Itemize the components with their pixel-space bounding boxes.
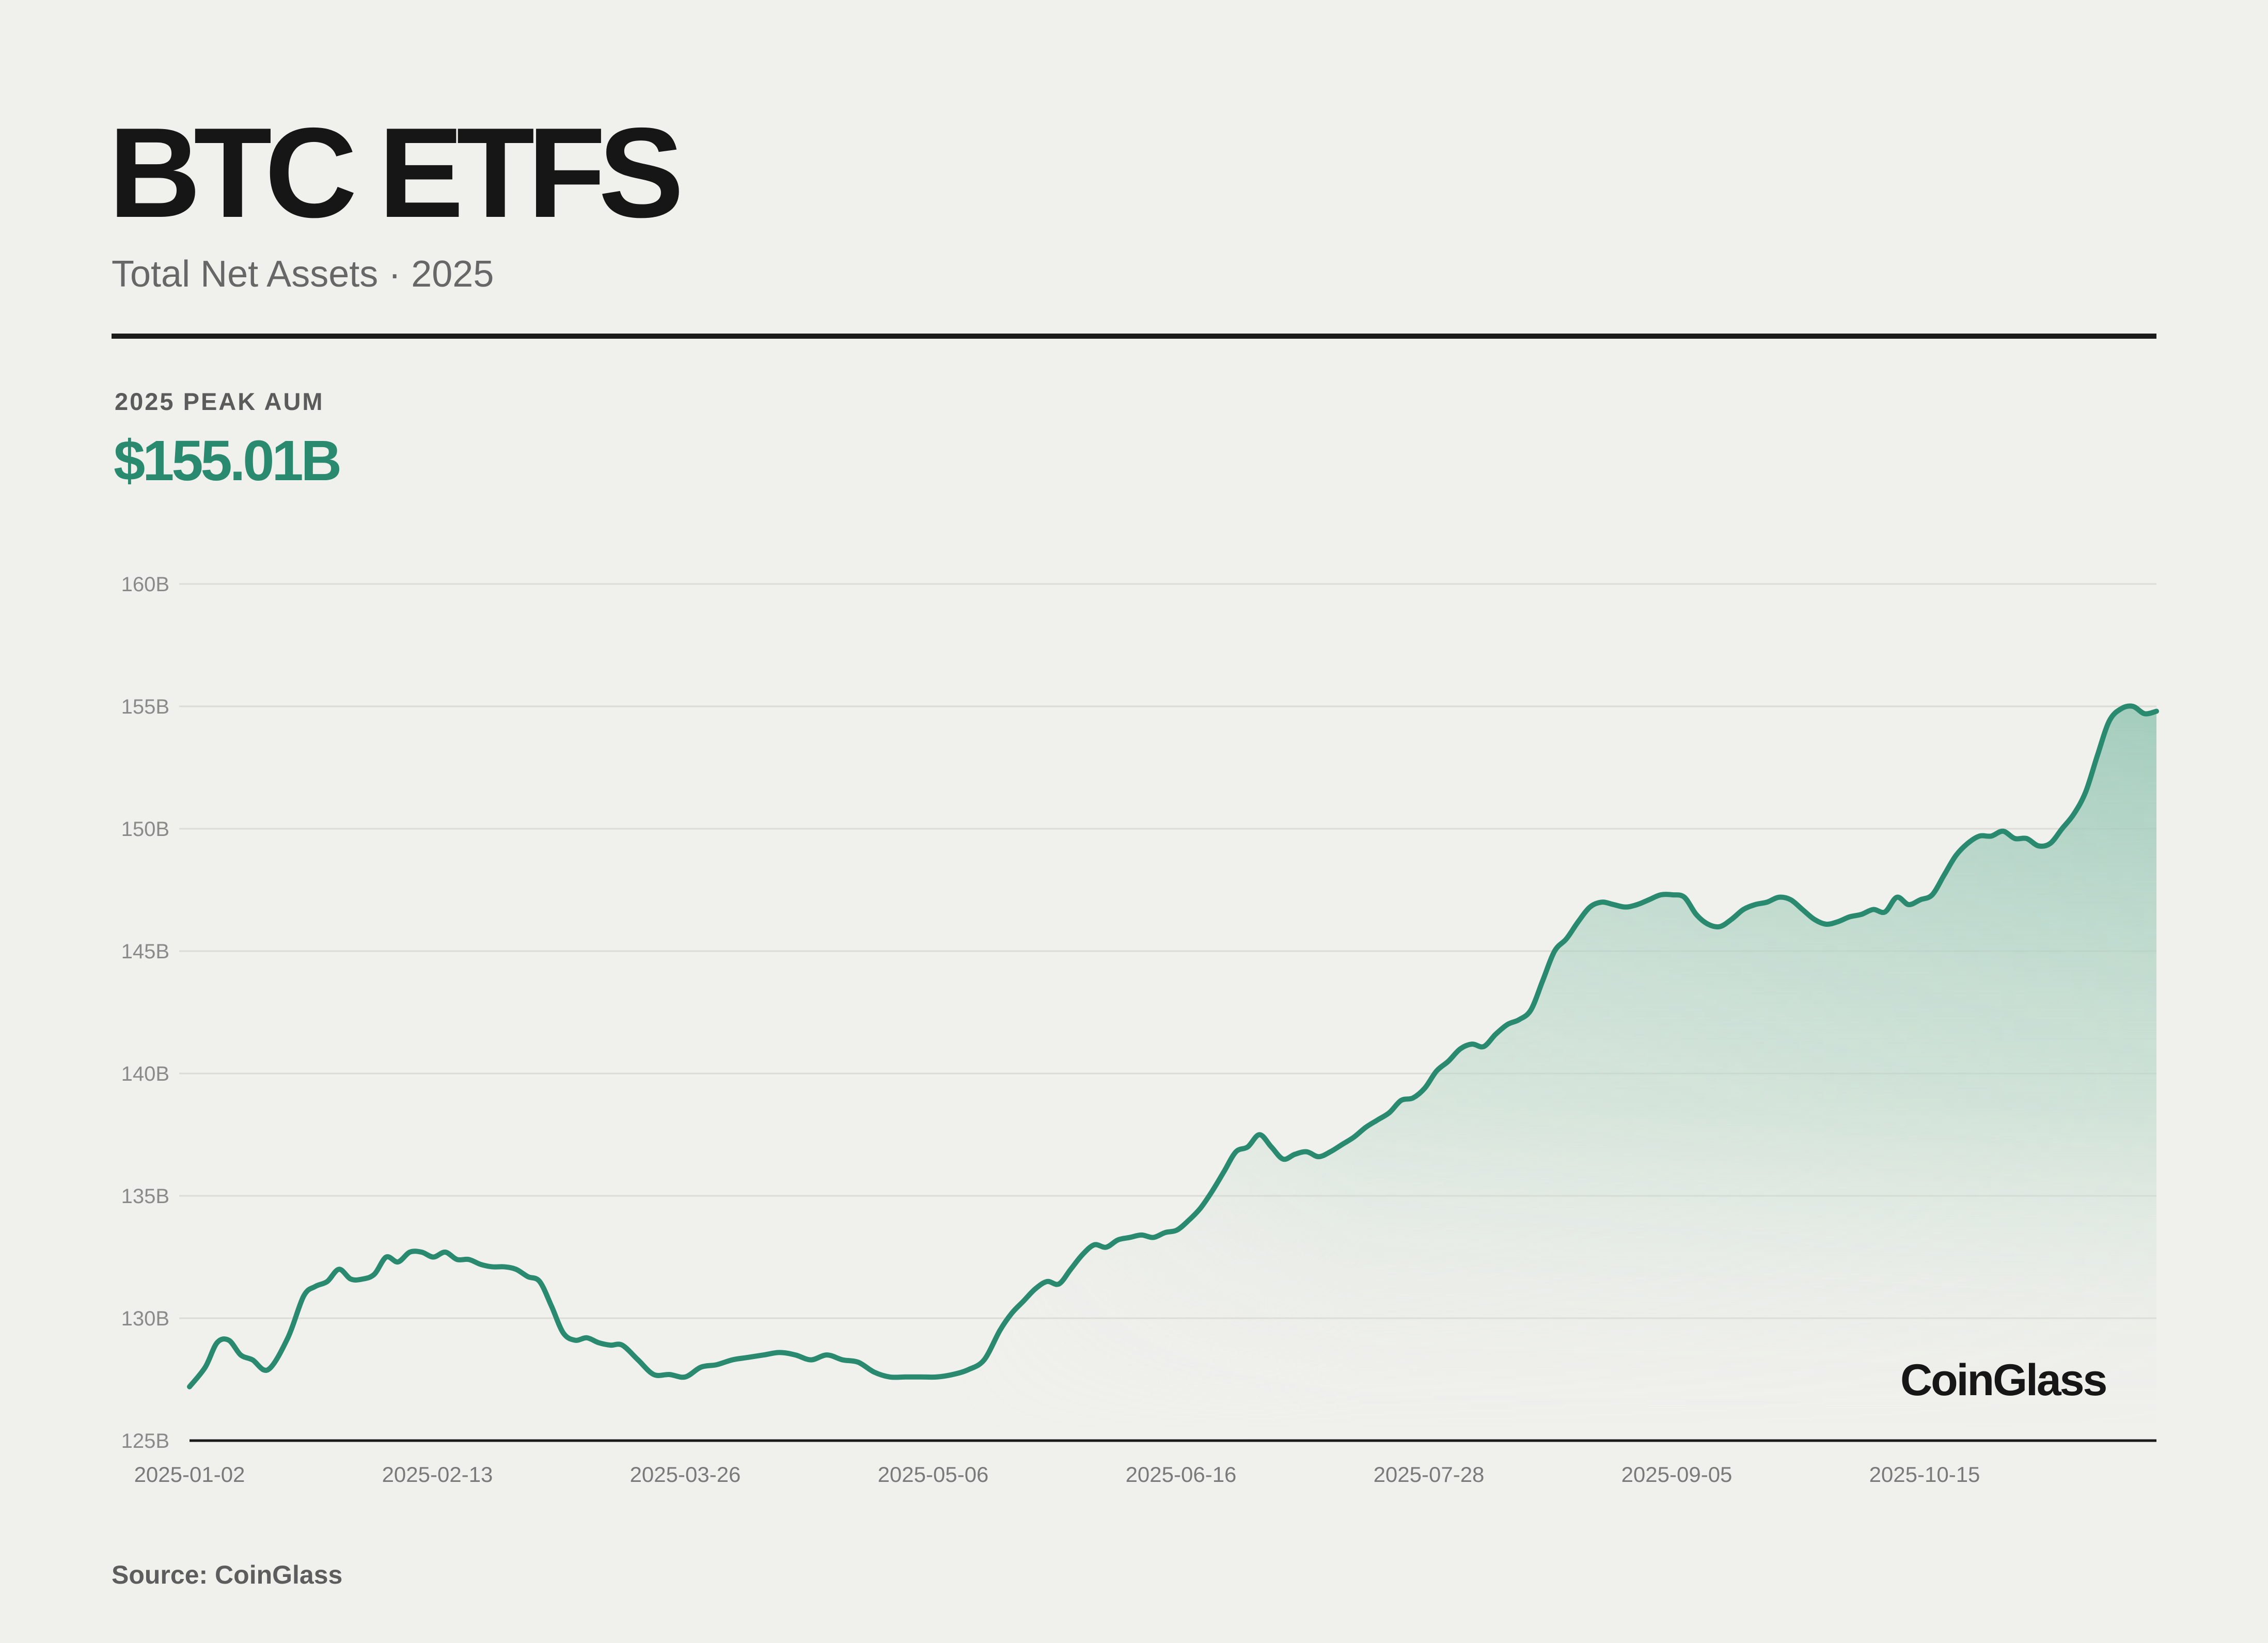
y-tick-label: 145B	[121, 940, 169, 963]
page-title: BTC ETFS	[108, 101, 684, 244]
x-tick-label: 2025-06-16	[1126, 1462, 1237, 1487]
x-axis-labels: 2025-01-02 2025-02-13 2025-03-26 2025-05-06…	[134, 1462, 1980, 1487]
x-tick-label: 2025-10-15	[1869, 1462, 1980, 1487]
page-subtitle: Total Net Assets · 2025	[112, 254, 494, 295]
x-tick-label: 2025-09-05	[1621, 1462, 1732, 1487]
source-note: Source: CoinGlass	[112, 1560, 343, 1589]
y-tick-label: 140B	[121, 1063, 169, 1085]
y-tick-label: 160B	[121, 573, 169, 596]
y-tick-label: 135B	[121, 1185, 169, 1208]
header-divider	[112, 334, 2156, 339]
data-line	[187, 703, 2159, 1389]
y-tick-label: 150B	[121, 818, 169, 841]
coinglass-watermark: CoinGlass	[1900, 1355, 2107, 1405]
y-tick-label: 155B	[121, 696, 169, 718]
x-tick-label: 2025-01-02	[134, 1462, 245, 1487]
kpi-label: 2025 PEAK AUM	[115, 388, 324, 415]
x-tick-label: 2025-02-13	[382, 1462, 493, 1487]
x-tick-label: 2025-07-28	[1374, 1462, 1485, 1487]
y-tick-label: 130B	[121, 1307, 169, 1330]
kpi-value: $155.01B	[114, 429, 342, 493]
y-axis-labels: 125B 130B 135B 140B 145B 150B 155B 160B	[121, 573, 169, 1452]
x-tick-label: 2025-03-26	[630, 1462, 741, 1487]
area-fill	[190, 706, 2156, 1441]
y-tick-label: 125B	[121, 1430, 169, 1452]
x-tick-label: 2025-05-06	[878, 1462, 989, 1487]
